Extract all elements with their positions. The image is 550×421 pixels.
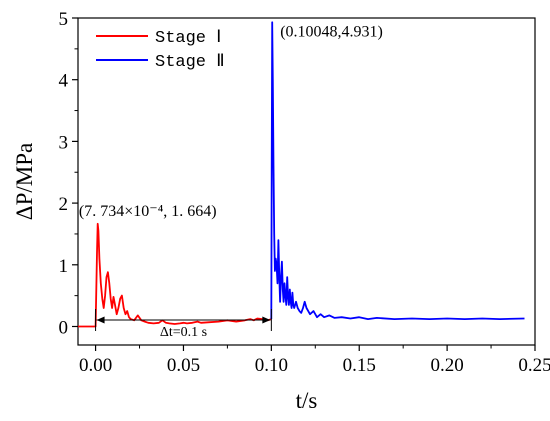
annotations: (7. 734×10⁻⁴, 1. 664) (0.10048,4.931) — [79, 23, 383, 220]
interval-label: Δt=0.1 s — [160, 325, 207, 340]
y-tick-label: 0 — [59, 317, 69, 338]
y-tick-label: 4 — [59, 71, 69, 92]
x-tick-label: 0.20 — [430, 355, 463, 376]
plot-frame — [77, 17, 536, 346]
x-axis-label: t/s — [296, 388, 318, 413]
x-tick-label: 0.05 — [167, 355, 200, 376]
x-tick-label: 0.25 — [518, 355, 550, 376]
interval-arrow-right — [262, 316, 271, 324]
legend-label: Stage Ⅰ — [155, 29, 221, 48]
annotation-stage-2-peak: (0.10048,4.931) — [280, 23, 383, 40]
legend-label: Stage Ⅱ — [155, 53, 225, 72]
series-layer — [78, 21, 525, 328]
series-line-stage-1 — [78, 222, 272, 328]
legend: Stage Ⅰ Stage Ⅱ — [96, 29, 225, 72]
y-tick-label: 3 — [59, 132, 69, 153]
series-line-stage-2 — [270, 21, 525, 321]
x-tick-label: 0.00 — [79, 355, 112, 376]
x-tick-label: 0.15 — [343, 355, 376, 376]
axes: 0.00 0.05 0.10 0.15 0.20 0.25 0 1 2 3 4 5 — [59, 9, 550, 376]
annotation-stage-1-peak: (7. 734×10⁻⁴, 1. 664) — [79, 203, 217, 220]
interval-marker: Δt=0.1 s — [95, 309, 272, 340]
y-axis-label: ΔP/MPa — [12, 143, 37, 220]
y-tick-label: 5 — [59, 9, 69, 30]
interval-arrow-left — [96, 316, 105, 324]
y-tick-label: 2 — [59, 194, 69, 215]
x-tick-label: 0.10 — [255, 355, 288, 376]
y-tick-label: 1 — [59, 256, 69, 277]
